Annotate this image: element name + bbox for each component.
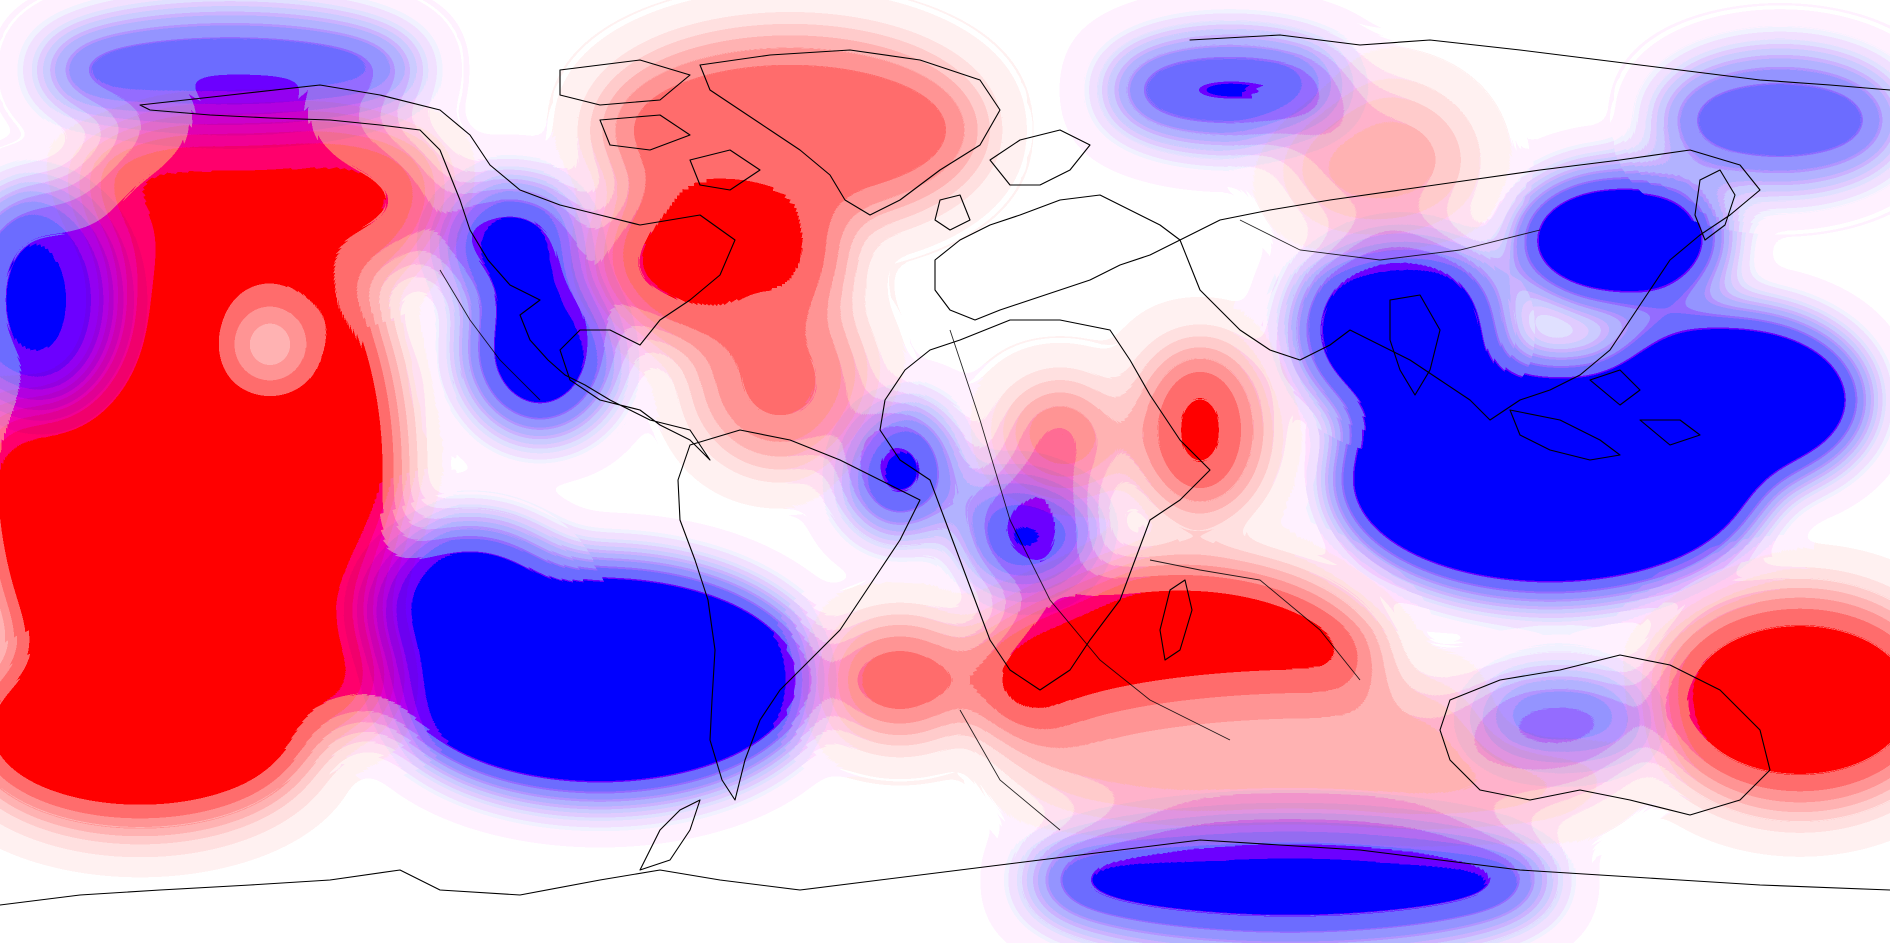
southeast-asia-islands-coastline — [1509, 369, 1701, 461]
greenland-coastline — [699, 49, 1001, 216]
africa-coastline — [879, 319, 1211, 691]
plate-boundaries — [439, 219, 1541, 831]
east-asia-negative-anomaly — [1520, 180, 1720, 300]
antarctic-peninsula-coastline — [639, 799, 701, 871]
japan-coastline — [1694, 169, 1736, 241]
madagascar-coastline — [1159, 579, 1193, 661]
greenland-positive-anomaly — [600, 40, 980, 220]
europe-coastline — [934, 129, 1181, 321]
coastlines — [0, 34, 1890, 906]
antarctic-negative-anomaly — [1030, 820, 1550, 940]
north-america-coastline — [139, 84, 736, 461]
siberia-coastline — [1189, 34, 1890, 91]
arctic-islands-coastline — [559, 59, 761, 191]
asia-coastline — [1179, 149, 1761, 421]
australia-coastline — [1439, 654, 1771, 816]
antarctica-coastline — [0, 839, 1890, 906]
india-coastline — [1389, 294, 1441, 396]
south-america-coastline — [677, 429, 921, 801]
